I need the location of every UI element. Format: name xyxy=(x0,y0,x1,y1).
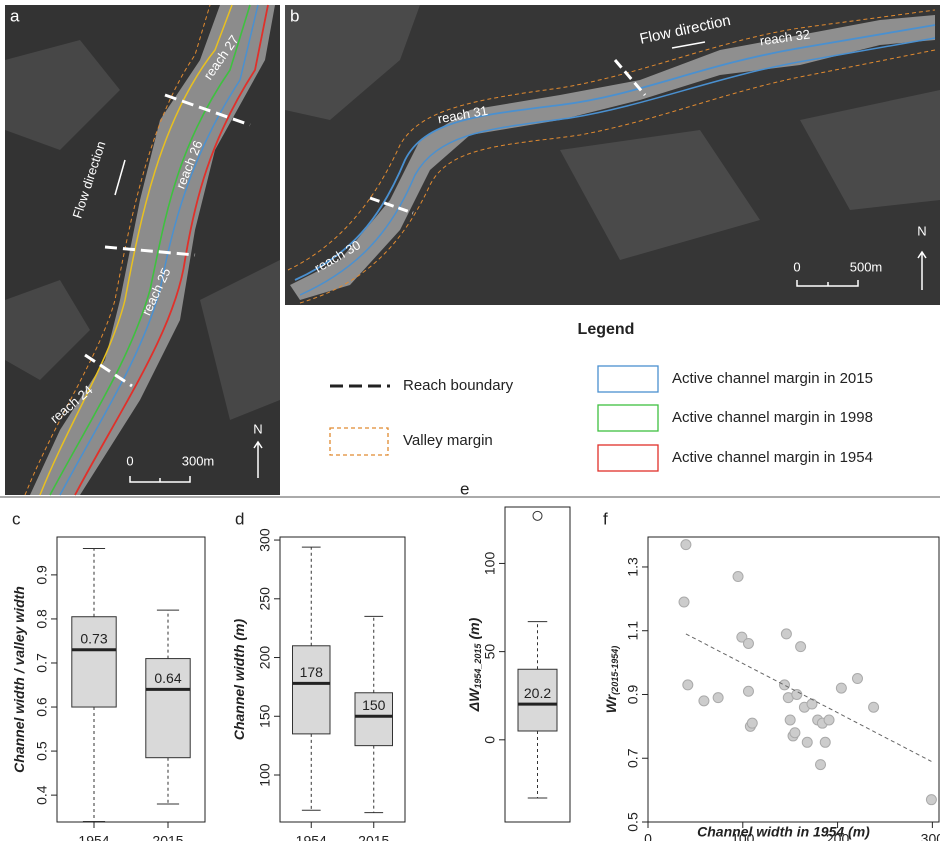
y-tick-label: 0.6 xyxy=(34,697,50,717)
point xyxy=(713,693,723,703)
x-axis-label: Channel width in 1954 (m) xyxy=(697,824,870,840)
median-label: 20.2 xyxy=(524,685,551,701)
y-tick-label: 50 xyxy=(482,644,498,660)
y-axis-label-sub: (2015-1954) xyxy=(610,646,620,695)
point xyxy=(683,680,693,690)
legend-label: Active channel margin in 2015 xyxy=(672,370,873,387)
legend-title: Legend xyxy=(578,321,635,338)
y-tick-label: 0.5 xyxy=(34,741,50,761)
north-label: N xyxy=(253,421,262,436)
page: a reach 27 reach 26 reach 25 reach 24 Fl… xyxy=(0,0,940,841)
x-tick-label: 2015 xyxy=(358,833,389,841)
panel-label: c xyxy=(12,509,21,528)
legend-symbol xyxy=(598,445,658,471)
y-axis-label-main: ΔW xyxy=(466,687,482,712)
point xyxy=(679,597,689,607)
point xyxy=(699,696,709,706)
panel-label: f xyxy=(603,509,608,528)
point xyxy=(926,795,936,805)
panel-label: a xyxy=(10,6,20,25)
y-tick-label: 0.9 xyxy=(34,565,50,585)
y-axis-label: Channel width / valley width xyxy=(11,586,27,773)
panel-label: b xyxy=(290,6,299,25)
median-label: 0.64 xyxy=(154,670,181,686)
y-tick-label: 200 xyxy=(257,646,273,670)
x-tick-label: 300 xyxy=(921,831,940,841)
y-axis-label: ΔW1954_2015 (m) xyxy=(466,617,484,712)
point xyxy=(852,674,862,684)
point xyxy=(792,689,802,699)
y-tick-label: 0.8 xyxy=(34,609,50,629)
legend-label: Active channel margin in 1998 xyxy=(672,409,873,426)
point xyxy=(790,728,800,738)
legend-symbol xyxy=(598,405,658,431)
y-axis-label-sub: 1954_2015 xyxy=(473,643,483,689)
box xyxy=(293,646,331,734)
point xyxy=(824,715,834,725)
point xyxy=(779,680,789,690)
legend-symbol xyxy=(598,366,658,392)
point xyxy=(807,699,817,709)
point xyxy=(743,686,753,696)
point xyxy=(785,715,795,725)
y-tick-label: 300 xyxy=(257,528,273,552)
scale-label: 0 xyxy=(793,259,800,274)
y-tick-label: 100 xyxy=(257,763,273,787)
scale-label: 0 xyxy=(126,453,133,468)
y-tick-label: 0.5 xyxy=(625,812,641,832)
point xyxy=(747,718,757,728)
legend-symbol xyxy=(330,428,388,455)
panel-label: d xyxy=(235,509,244,528)
legend-label: Active channel margin in 1954 xyxy=(672,449,873,466)
north-label: N xyxy=(917,223,926,238)
y-tick-label: 0.7 xyxy=(34,653,50,673)
legend: Legend Reach boundary Valley margin Acti… xyxy=(330,321,873,471)
y-axis-label-main: Channel width (m) xyxy=(231,619,247,741)
point xyxy=(681,540,691,550)
y-axis-label-main: Wr xyxy=(603,693,619,713)
point xyxy=(781,629,791,639)
median-label: 0.73 xyxy=(80,630,107,646)
figure: a reach 27 reach 26 reach 25 reach 24 Fl… xyxy=(0,0,940,841)
map-panel-a: a reach 27 reach 26 reach 25 reach 24 Fl… xyxy=(5,5,280,495)
point xyxy=(743,638,753,648)
median-label: 178 xyxy=(300,664,324,680)
y-axis-label-unit: (m) xyxy=(466,617,482,639)
point xyxy=(869,702,879,712)
x-tick-label: 1954 xyxy=(296,833,327,841)
scale-label: 300m xyxy=(182,453,215,468)
panel-label: e xyxy=(460,479,469,498)
point xyxy=(836,683,846,693)
plot-frame xyxy=(648,537,939,822)
y-tick-label: 0.9 xyxy=(625,685,641,705)
y-tick-label: 250 xyxy=(257,587,273,611)
x-tick-label: 0 xyxy=(644,831,652,841)
y-tick-label: 150 xyxy=(257,704,273,728)
point xyxy=(816,760,826,770)
point xyxy=(820,737,830,747)
map-panel-b: b reach 32 reach 31 reach 30 Flow direct… xyxy=(285,5,940,305)
point xyxy=(796,642,806,652)
y-tick-label: 0.7 xyxy=(625,748,641,768)
y-tick-label: 100 xyxy=(482,552,498,576)
legend-label: Valley margin xyxy=(403,432,493,449)
outlier xyxy=(533,511,542,520)
median-label: 150 xyxy=(362,697,386,713)
scale-label: 500m xyxy=(850,259,883,274)
point xyxy=(733,572,743,582)
x-tick-label: 2015 xyxy=(152,833,183,841)
point xyxy=(802,737,812,747)
y-tick-label: 0.4 xyxy=(34,785,50,805)
y-axis-label-main: Channel width / valley width xyxy=(11,586,27,773)
y-axis-label: Wr(2015-1954) xyxy=(603,646,621,713)
y-tick-label: 1.3 xyxy=(625,557,641,577)
y-tick-label: 0 xyxy=(482,736,498,744)
y-axis-label: Channel width (m) xyxy=(231,619,247,741)
x-tick-label: 1954 xyxy=(78,833,109,841)
y-tick-label: 1.1 xyxy=(625,621,641,641)
legend-label: Reach boundary xyxy=(403,377,514,394)
